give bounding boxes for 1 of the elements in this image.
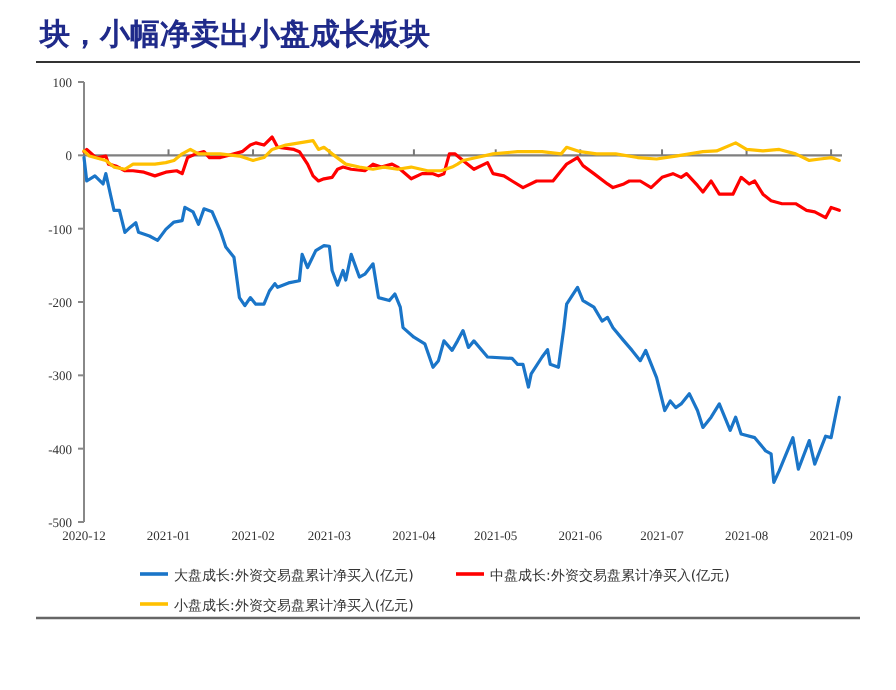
chart-title: 块，小幅净卖出小盘成长板块 (38, 16, 430, 52)
